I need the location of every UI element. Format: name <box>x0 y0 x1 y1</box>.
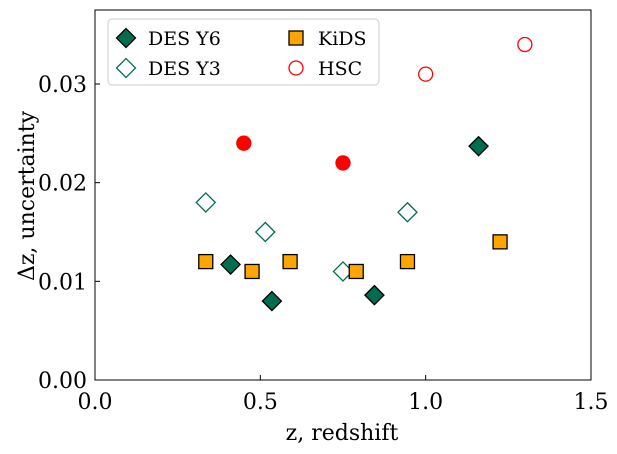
y-axis-ticks: 0.00 0.01 0.02 0.03 <box>38 73 100 394</box>
x-axis-label: z, redshift <box>286 421 399 446</box>
des-y3-point <box>195 191 217 213</box>
y-axis-label: Δz, uncertainty <box>15 110 40 281</box>
des-y3-point <box>254 221 276 243</box>
des-y6-point <box>261 290 283 312</box>
kids-point <box>198 253 214 270</box>
kids-point <box>348 263 364 280</box>
plot-area <box>94 9 592 381</box>
hsc-point <box>236 135 252 151</box>
legend-marker-des-y6 <box>115 27 137 49</box>
hsc-point <box>418 66 434 82</box>
x-tick-label: 1.5 <box>574 390 609 415</box>
kids-point <box>492 234 508 250</box>
des-y6-point <box>468 135 489 157</box>
legend-label-kids: KiDS <box>318 28 367 50</box>
des-y6-point <box>363 284 385 306</box>
plot-frame <box>94 9 592 381</box>
legend: DES Y6 DES Y3 KiDS HSC <box>107 18 380 86</box>
legend-marker-kids <box>288 30 304 46</box>
y-tick-label: 0.00 <box>38 369 87 394</box>
legend-label-hsc: HSC <box>318 58 362 80</box>
legend-box <box>107 18 380 86</box>
kids-point <box>399 253 416 270</box>
legend-label-des-y3: DES Y3 <box>148 58 221 80</box>
x-tick-label: 0.5 <box>243 390 278 415</box>
des-y3-point <box>397 201 418 223</box>
des-y6-point <box>220 254 241 275</box>
legend-marker-hsc <box>288 60 304 76</box>
kids-point <box>244 263 260 280</box>
legend-marker-des-y3 <box>115 57 137 79</box>
hsc-point <box>517 36 533 53</box>
x-axis-ticks: 0.0 0.5 1.0 1.5 <box>78 375 609 415</box>
kids-point <box>282 253 298 270</box>
y-tick-label: 0.01 <box>38 270 87 295</box>
y-tick-label: 0.03 <box>38 73 87 98</box>
hsc-point <box>335 155 351 171</box>
x-tick-label: 1.0 <box>408 390 443 415</box>
data-markers <box>195 36 533 312</box>
y-tick-label: 0.02 <box>38 172 87 197</box>
legend-label-des-y6: DES Y6 <box>148 28 221 50</box>
x-tick-label: 0.0 <box>78 390 113 415</box>
